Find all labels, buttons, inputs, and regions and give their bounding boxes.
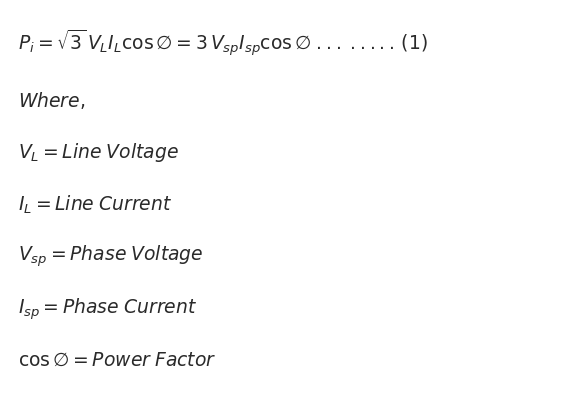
Text: $\mathit{Where,}$: $\mathit{Where,}$ (18, 90, 85, 111)
Text: $P_i = \sqrt{3}\,V_L I_L \cos\varnothing = 3\,V_{sp} I_{sp} \cos\varnothing \;..: $P_i = \sqrt{3}\,V_L I_L \cos\varnothing… (18, 28, 427, 58)
Text: $\cos\varnothing = \mathit{Power\;Factor}$: $\cos\varnothing = \mathit{Power\;Factor… (18, 352, 216, 370)
Text: $I_L = \mathit{Line\;Current}$: $I_L = \mathit{Line\;Current}$ (18, 193, 172, 216)
Text: $V_{sp} = \mathit{Phase\;Voltage}$: $V_{sp} = \mathit{Phase\;Voltage}$ (18, 244, 203, 269)
Text: $I_{sp} = \mathit{Phase\;Current}$: $I_{sp} = \mathit{Phase\;Current}$ (18, 296, 197, 321)
Text: $V_L = \mathit{Line\;Voltage}$: $V_L = \mathit{Line\;Voltage}$ (18, 141, 178, 164)
